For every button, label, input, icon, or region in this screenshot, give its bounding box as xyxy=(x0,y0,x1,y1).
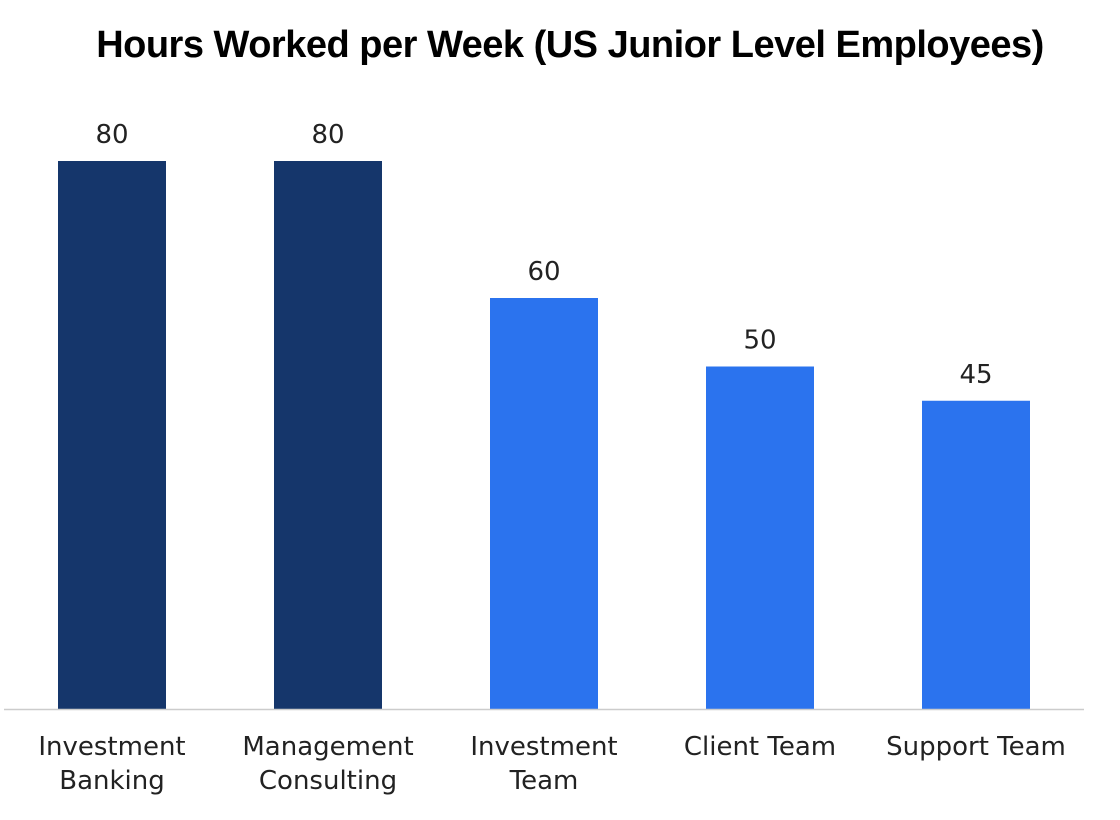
category-label-3-line-0: Client Team xyxy=(684,732,836,762)
category-labels-group: Investment Banking Management Consulting Inv… xyxy=(38,732,1066,796)
data-labels-group: 80 80 60 50 45 xyxy=(95,120,992,390)
bars-group xyxy=(58,161,1030,709)
bar-1 xyxy=(274,161,382,709)
data-label-1: 80 xyxy=(311,120,344,150)
chart-title: Hours Worked per Week (US Junior Level E… xyxy=(96,24,1044,66)
category-label-4-line-0: Support Team xyxy=(886,732,1066,762)
bar-2 xyxy=(490,298,598,709)
category-label-2-line-1: Team xyxy=(509,766,579,796)
bar-0 xyxy=(58,161,166,709)
category-label-1-line-1: Consulting xyxy=(259,766,397,796)
data-label-0: 80 xyxy=(95,120,128,150)
category-label-1-line-0: Management xyxy=(242,732,413,762)
bar-3 xyxy=(706,366,814,709)
data-label-2: 60 xyxy=(527,257,560,287)
category-label-0-line-1: Banking xyxy=(59,766,165,796)
bar-4 xyxy=(922,400,1030,709)
category-label-0-line-0: Investment xyxy=(38,732,185,762)
data-label-4: 45 xyxy=(959,360,992,390)
category-label-2-line-0: Investment xyxy=(470,732,617,762)
data-label-3: 50 xyxy=(743,326,776,356)
